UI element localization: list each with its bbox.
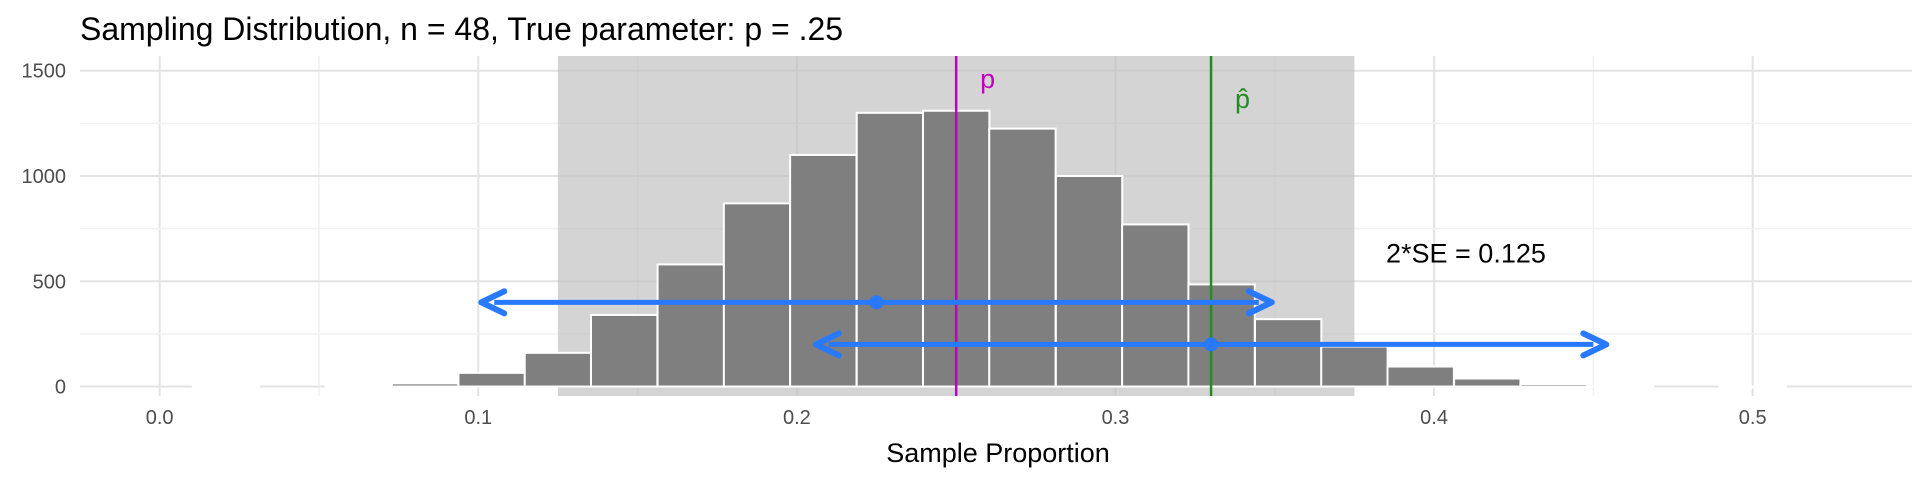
chart-title: Sampling Distribution, n = 48, True para…	[80, 11, 843, 47]
histogram-bar	[1320, 345, 1389, 388]
y-tick-label: 1000	[22, 166, 67, 188]
interval-center-point	[1204, 337, 1219, 352]
x-tick-label: 0.3	[1102, 407, 1130, 429]
histogram-bar	[1585, 385, 1655, 389]
x-tick-label: 0.5	[1739, 407, 1767, 429]
interval-arrowhead-left	[812, 330, 842, 359]
y-tick-label: 1500	[22, 61, 67, 83]
interval-arrowhead-right	[1245, 288, 1275, 317]
y-tick-label: 0	[55, 377, 66, 399]
histogram-bar	[1121, 223, 1190, 388]
x-axis-label: Sample Proportion	[886, 438, 1110, 468]
histogram-bar	[988, 127, 1057, 388]
histogram-bar	[789, 153, 858, 388]
histogram-bar	[1253, 318, 1323, 388]
axis-ticks: 0.0 0.1 0.2 0.3 0.4 0.5 0 500 1000 1500	[22, 61, 1767, 429]
histogram-bar	[1386, 365, 1455, 388]
interval-center-point	[869, 295, 884, 310]
histogram-bar	[390, 382, 460, 388]
interval-arrowhead-left	[478, 288, 508, 317]
histogram-bar	[1519, 383, 1588, 388]
histogram-bar	[1187, 283, 1256, 388]
interval-arrowhead-right	[1580, 330, 1610, 359]
histogram-bar	[1453, 377, 1522, 388]
histogram-bar	[457, 371, 526, 388]
x-tick-label: 0.2	[783, 407, 811, 429]
histogram-bar	[1054, 175, 1124, 388]
x-tick-label: 0.0	[146, 407, 174, 429]
histogram-bar	[191, 385, 261, 389]
histogram-bar	[589, 313, 659, 388]
histogram-bar	[523, 351, 593, 388]
histogram-bar	[656, 263, 725, 388]
x-tick-label: 0.4	[1420, 407, 1448, 429]
p-hat-label: p̂	[1235, 84, 1250, 114]
histogram-bar	[855, 111, 925, 388]
y-tick-label: 500	[33, 271, 66, 293]
interval-arrows	[478, 288, 1610, 359]
histogram-bar	[324, 384, 393, 388]
histogram-bar	[722, 202, 792, 388]
se-annotation: 2*SE = 0.125	[1386, 238, 1546, 268]
true-p-label: p	[980, 64, 995, 94]
histogram-bar	[1718, 385, 1787, 389]
x-tick-label: 0.1	[464, 407, 492, 429]
